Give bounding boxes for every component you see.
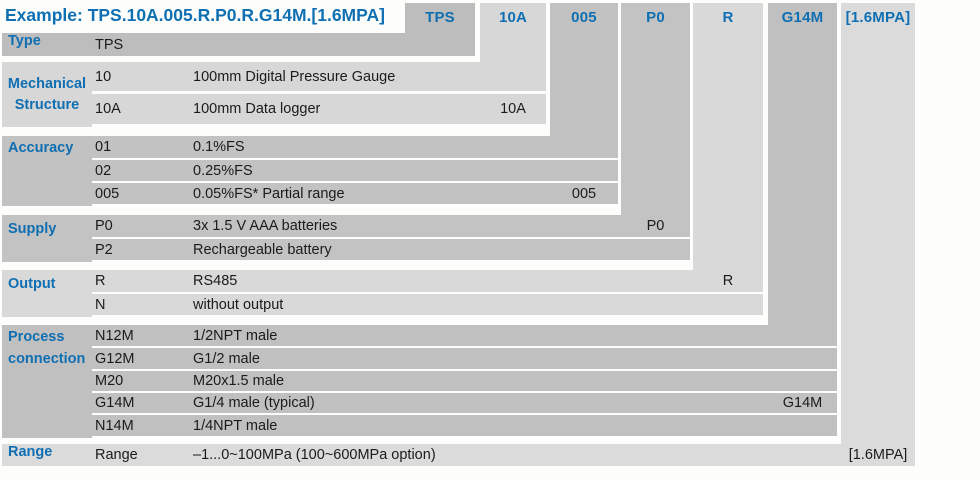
section-label-range: Range xyxy=(8,444,53,460)
option-code-p2: P2 xyxy=(95,241,113,258)
option-code-01: 01 xyxy=(95,139,112,155)
option-row-tps: Type TPS xyxy=(2,33,475,56)
option-code-range: Range xyxy=(95,447,138,463)
option-row-n: N without output xyxy=(2,294,763,315)
selected-code-tag-10a: 10A xyxy=(500,101,526,117)
section-range: Range Range –1...0~100MPa (100~600MPa op… xyxy=(2,444,915,466)
section-label-column xyxy=(2,274,92,317)
option-row-01: 01 0.1%FS xyxy=(2,136,618,158)
code-column-005: 005 xyxy=(550,3,618,136)
option-desc-g14m: G1/4 male (typical) xyxy=(193,395,315,411)
option-desc-r: RS485 xyxy=(193,273,238,289)
option-desc-02: 0.25%FS xyxy=(193,162,253,179)
section-label-type: Type xyxy=(8,33,41,49)
option-row-r: R RS485 R xyxy=(2,270,763,292)
section-accuracy: 01 0.1%FS 02 0.25%FS 005 0.05%FS* Partia… xyxy=(2,136,618,206)
section-label-column xyxy=(2,219,92,262)
code-column-tps: TPS xyxy=(405,3,475,33)
section-process-connection: N12M 1/2NPT male G12M G1/2 male M20 M20x… xyxy=(2,325,837,438)
option-row-range: Range Range –1...0~100MPa (100~600MPa op… xyxy=(2,444,915,466)
option-desc-10: 100mm Digital Pressure Gauge xyxy=(193,68,396,85)
option-desc-n12m: 1/2NPT male xyxy=(193,327,278,344)
option-code-n12m: N12M xyxy=(95,327,134,344)
option-code-02: 02 xyxy=(95,162,112,179)
section-label-supply: Supply xyxy=(8,221,57,237)
option-row-g14m: G14M G1/4 male (typical) G14M xyxy=(2,393,837,413)
option-row-n12m: N12M 1/2NPT male xyxy=(2,325,837,346)
option-row-p2: P2 Rechargeable battery xyxy=(2,239,690,260)
option-row-m20: M20 M20x1.5 male xyxy=(2,371,837,391)
option-code-r: R xyxy=(95,273,106,289)
option-desc-n14m: 1/4NPT male xyxy=(193,417,278,434)
option-row-g12m: G12M G1/2 male xyxy=(2,348,837,369)
section-label-process: Process xyxy=(8,329,65,345)
section-label-mechanical: Mechanical xyxy=(7,75,87,92)
example-code: TPS.10A.005.R.P0.R.G14M.[1.6MPA] xyxy=(87,5,385,25)
section-label-column xyxy=(2,325,92,438)
selected-code-tag-p0: P0 xyxy=(646,218,665,234)
code-005: 005 xyxy=(571,9,597,26)
option-desc-01: 0.1%FS xyxy=(193,139,245,155)
code-10a: 10A xyxy=(498,9,528,26)
option-row-10a: 10A 100mm Data logger 10A xyxy=(2,94,546,124)
code-column-g14m: G14M xyxy=(768,3,837,325)
section-type: Type TPS xyxy=(2,33,475,56)
code-g14m: G14M xyxy=(781,9,824,26)
section-label-structure: Structure xyxy=(14,96,80,113)
option-code-m20: M20 xyxy=(95,373,124,389)
option-desc-p0: 3x 1.5 V AAA batteries xyxy=(193,218,338,234)
option-code-tps: TPS xyxy=(95,36,124,53)
selected-code-tag-range: [1.6MPA] xyxy=(848,447,908,463)
selected-code-tag-005: 005 xyxy=(571,185,597,202)
option-code-g12m: G12M xyxy=(95,350,135,367)
option-row-02: 02 0.25%FS xyxy=(2,160,618,181)
option-code-005: 005 xyxy=(95,185,120,202)
code-range: [1.6MPA] xyxy=(845,9,911,26)
example-label: Example: xyxy=(5,5,83,25)
option-row-005: 005 0.05%FS* Partial range 005 xyxy=(2,183,618,204)
code-column-10a: 10A xyxy=(480,3,546,62)
option-desc-m20: M20x1.5 male xyxy=(193,373,285,389)
option-desc-005: 0.05%FS* Partial range xyxy=(193,185,345,202)
option-desc-10a: 100mm Data logger xyxy=(193,101,321,117)
section-label-accuracy: Accuracy xyxy=(8,140,74,156)
option-code-n14m: N14M xyxy=(95,417,134,434)
code-tps: TPS xyxy=(425,9,455,26)
section-label-column xyxy=(2,136,92,206)
code-column-p0: P0 xyxy=(621,3,690,215)
option-desc-g12m: G1/2 male xyxy=(193,350,260,367)
option-row-10: 10 100mm Digital Pressure Gauge xyxy=(2,62,546,91)
option-code-10: 10 xyxy=(95,68,112,85)
option-code-10a: 10A xyxy=(95,101,121,117)
section-label-connection: connection xyxy=(8,351,86,367)
section-label-column: Mechanical Structure xyxy=(2,62,92,127)
option-desc-p2: Rechargeable battery xyxy=(193,241,332,258)
option-code-p0: P0 xyxy=(95,218,113,234)
option-row-p0: P0 3x 1.5 V AAA batteries P0 xyxy=(2,215,690,237)
section-mechanical-structure: 10 100mm Digital Pressure Gauge 10A 100m… xyxy=(2,62,546,127)
code-r: R xyxy=(722,9,734,26)
section-supply: P0 3x 1.5 V AAA batteries P0 P2 Recharge… xyxy=(2,215,690,262)
section-label-output: Output xyxy=(8,276,56,292)
example-header: Example: TPS.10A.005.R.P0.R.G14M.[1.6MPA… xyxy=(5,5,385,26)
option-code-g14m: G14M xyxy=(95,395,135,411)
option-row-n14m: N14M 1/4NPT male xyxy=(2,415,837,436)
option-code-n: N xyxy=(95,296,106,313)
section-output: R RS485 R N without output Output xyxy=(2,270,763,317)
selected-code-tag-g14m: G14M xyxy=(782,395,823,411)
option-desc-range: –1...0~100MPa (100~600MPa option) xyxy=(193,447,436,463)
code-p0: P0 xyxy=(646,9,665,26)
code-column-r: R xyxy=(693,3,763,270)
code-column-range: [1.6MPA] xyxy=(841,3,915,444)
selected-code-tag-r: R xyxy=(722,273,734,289)
option-desc-n: without output xyxy=(193,296,284,313)
